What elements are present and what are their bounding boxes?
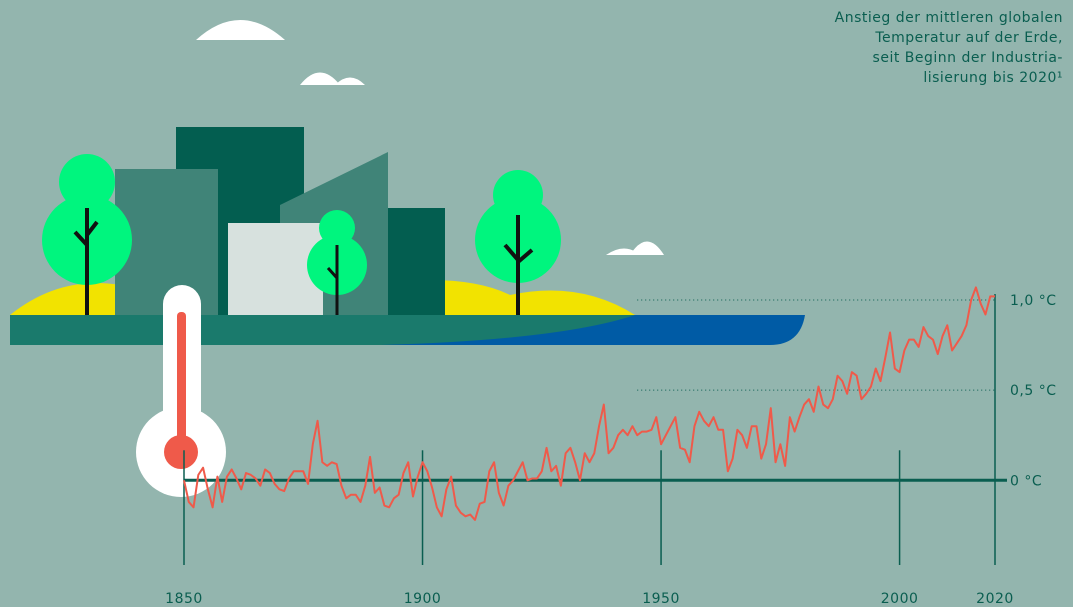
x-tick-label: 1850 xyxy=(165,591,203,607)
chart: Anstieg der mittleren globalen Temperatur… xyxy=(0,0,1073,607)
y-tick-label: 1,0 °C xyxy=(1010,293,1057,309)
y-tick-label: 0,5 °C xyxy=(1010,383,1057,399)
x-tick-label: 2020 xyxy=(976,591,1014,607)
title-line: seit Beginn der Industria- xyxy=(873,50,1063,66)
x-tick-label: 1950 xyxy=(642,591,680,607)
x-tick-label: 2000 xyxy=(881,591,919,607)
title-line: Anstieg der mittleren globalen xyxy=(835,10,1063,26)
x-tick-label: 1900 xyxy=(404,591,442,607)
title-line: Temperatur auf der Erde, xyxy=(874,30,1063,46)
title-line: lisierung bis 2020¹ xyxy=(923,70,1063,86)
y-tick-label: 0 °C xyxy=(1010,473,1042,489)
